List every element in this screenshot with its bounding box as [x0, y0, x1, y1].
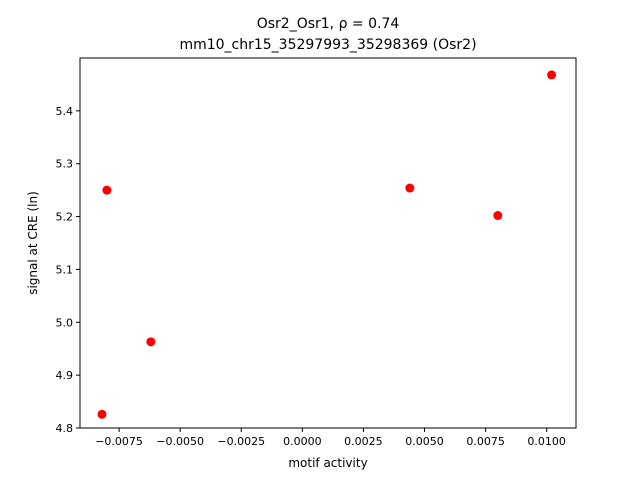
y-tick-label: 5.2: [56, 211, 74, 224]
chart-title-line2: mm10_chr15_35297993_35298369 (Osr2): [179, 37, 476, 53]
y-axis-label: signal at CRE (ln): [26, 191, 40, 295]
x-tick-label: 0.0075: [466, 435, 505, 448]
data-point: [102, 185, 112, 195]
axes-frame: [79, 57, 577, 429]
data-point: [405, 183, 415, 193]
data-point: [146, 337, 156, 347]
x-tick-label: 0.0025: [344, 435, 383, 448]
data-point: [547, 70, 557, 80]
data-point: [97, 409, 107, 419]
y-tick-label: 4.8: [56, 422, 74, 435]
plot-area: [97, 70, 557, 419]
x-tick-label: 0.0000: [283, 435, 322, 448]
data-point: [493, 211, 503, 221]
y-tick-label: 5.0: [56, 316, 74, 329]
x-tick-label: 0.0100: [527, 435, 566, 448]
x-tick-label: 0.0050: [405, 435, 444, 448]
chart-title-line1: Osr2_Osr1, ρ = 0.74: [257, 16, 400, 32]
y-tick-label: 4.9: [56, 369, 74, 382]
x-tick-label: −0.0025: [217, 435, 265, 448]
x-tick-label: −0.0050: [156, 435, 204, 448]
x-tick-label: −0.0075: [95, 435, 143, 448]
x-axis-label: motif activity: [288, 456, 367, 470]
y-tick-label: 5.3: [56, 158, 74, 171]
y-tick-label: 5.1: [56, 263, 74, 276]
y-tick-label: 5.4: [56, 105, 74, 118]
